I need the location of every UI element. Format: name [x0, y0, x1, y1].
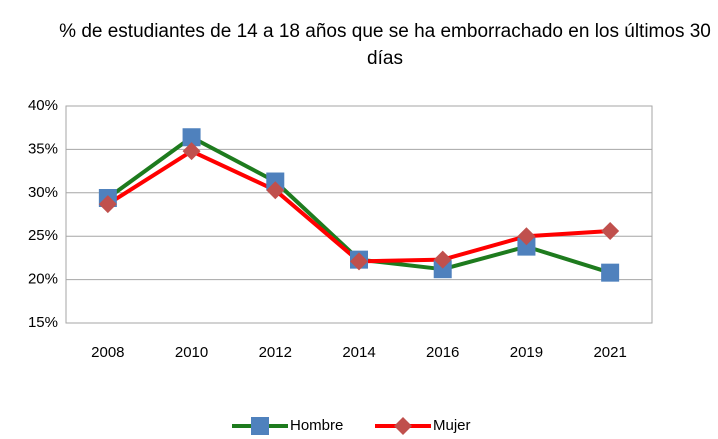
legend-marker — [394, 417, 412, 435]
x-tick-label: 2014 — [342, 344, 375, 361]
data-point — [433, 260, 452, 279]
data-point — [182, 142, 201, 161]
data-point — [182, 128, 201, 147]
legend-marker — [251, 417, 269, 435]
data-point — [601, 221, 620, 240]
y-tick-label: 35% — [28, 140, 58, 157]
data-point — [433, 250, 452, 269]
x-tick-label: 2016 — [426, 344, 459, 361]
x-tick-label: 2008 — [91, 344, 124, 361]
x-tick-label: 2012 — [259, 344, 292, 361]
chart-title: % de estudiantes de 14 a 18 años que se … — [59, 21, 711, 69]
x-tick-label: 2021 — [593, 344, 626, 361]
data-point — [98, 195, 117, 214]
y-tick-label: 40% — [28, 97, 58, 114]
plot-border — [65, 105, 653, 324]
y-tick-label: 15% — [28, 314, 58, 331]
data-point — [517, 227, 536, 246]
data-point — [350, 252, 368, 271]
y-tick-label: 30% — [28, 184, 58, 201]
y-tick-label: 25% — [28, 227, 58, 244]
data-point — [266, 181, 285, 200]
data-point — [517, 237, 536, 256]
legend-label: Hombre — [290, 417, 343, 434]
data-point — [601, 263, 620, 282]
x-tick-label: 2010 — [175, 344, 208, 361]
legend-label: Mujer — [433, 417, 471, 434]
x-tick-label: 2019 — [510, 344, 543, 361]
y-tick-label: 20% — [28, 271, 58, 288]
